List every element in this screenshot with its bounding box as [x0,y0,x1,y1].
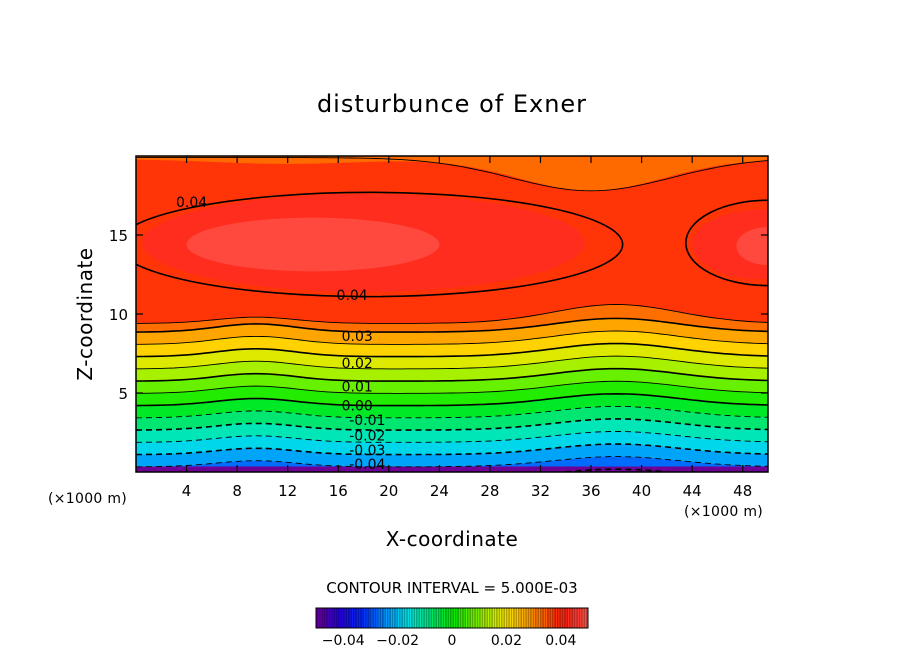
x-tick: 12 [278,156,297,500]
x-tick: 28 [480,156,499,500]
contour-line--0.040 [136,494,768,503]
contour-line--0.010 [136,418,768,431]
y-axis-title: Z-coordinate [73,247,97,380]
band--0.050 [136,466,768,472]
contour-line-0.035 [136,304,768,324]
contour-label: 0.04 [337,288,368,304]
contour-line-0.005 [136,380,768,394]
contour-label-text: 0.04 [176,195,207,211]
contour-line-0.035-top [136,157,768,192]
contour-lines [136,157,768,516]
band-lobe-2 [186,217,440,272]
contour-label-text: 0.03 [342,329,373,345]
contour-label-text: 0.00 [342,399,373,415]
y-tick: 15 [109,227,768,245]
contour-label: -0.02 [349,429,385,445]
contour-label-text: -0.02 [349,429,385,445]
colorbar-ticks: −0.04 −0.02 0 0.02 0.04 [322,633,577,649]
x-tick: 48 [733,156,752,500]
contour-interval-text: CONTOUR INTERVAL = 5.000E-03 [326,579,577,597]
x-tick: 4 [182,156,192,500]
contour-line-0.040-0 [136,191,624,298]
y-tick: 10 [109,306,768,324]
colorbar-tick-label: −0.02 [376,633,419,649]
colorbar-tick-label: 0 [448,633,457,649]
chart-title: disturbunce of Exner [317,90,587,118]
x-tick-label: 44 [683,482,702,500]
x-tick: 20 [379,156,398,500]
x-tick: 16 [329,156,348,500]
x-tick-label: 40 [632,482,651,500]
contour-label: 0.02 [342,356,373,372]
contour-line-0.030 [136,317,768,333]
contour-line--0.045 [136,507,768,516]
band--0.040 [136,472,768,504]
y-ticks: 5 10 15 [109,227,768,403]
x-unit-label-left: (×1000 m) [48,491,127,507]
band-lobe-1 [692,209,768,280]
x-tick-label: 24 [430,482,449,500]
x-tick: 44 [683,156,702,500]
colorbar-tick-label: 0.04 [545,633,576,649]
contour-line--0.035 [136,482,768,492]
x-tick: 40 [632,156,651,500]
contour-label: 0.01 [342,380,373,396]
colorbar [315,607,589,629]
band-top [136,156,768,191]
colorbar-tick-label: −0.04 [322,633,365,649]
y-tick-label: 10 [109,306,128,324]
contour-line-0.010 [136,367,768,382]
contour-line-0.025 [136,330,768,345]
x-tick-label: 20 [379,482,398,500]
contour-labels: 0.04 0.04 0.03 0.02 0.01 0.00-0.01-0.02-0.03-… [176,195,385,473]
x-ticks: 4 8 12 16 20 24 28 32 36 40 44 48 [182,156,752,500]
x-tick-label: 16 [329,482,348,500]
contour-line--0.015 [136,431,768,443]
contour-label: 0.04 [176,195,207,211]
x-tick-label: 48 [733,482,752,500]
x-tick: 36 [581,156,601,500]
y-tick-label: 15 [109,227,128,245]
x-tick-label: 36 [581,482,600,500]
x-tick: 8 [232,156,242,500]
band--0.035 [136,472,768,491]
x-tick-label: 8 [232,482,242,500]
band-lobe-3 [736,227,768,266]
y-tick-label: 5 [118,385,128,403]
contour-line--0.005 [136,405,768,419]
contour-label: -0.04 [349,457,385,473]
colorbar-tick-label: 0.02 [491,633,522,649]
x-axis-title: X-coordinate [386,527,519,551]
x-tick-label: 12 [278,482,297,500]
band--0.045 [136,472,768,516]
contour-label-text: -0.03 [349,443,385,459]
contour-label: 0.03 [342,329,373,345]
contour-label-text: 0.01 [342,380,373,396]
contour-label-text: -0.01 [349,413,385,429]
contour-line-0.015 [136,355,768,370]
contour-label: 0.00 [342,399,373,415]
x-tick-label: 28 [480,482,499,500]
colorbar-frame [315,607,589,629]
contour-label-text: 0.04 [337,288,368,304]
y-tick: 5 [118,385,768,403]
contour-line--0.025 [136,456,768,468]
contour-label-text: 0.02 [342,356,373,372]
contour-line--0.020 [136,443,768,456]
contour-label: -0.01 [349,413,385,429]
contour-line-0.020 [136,342,768,358]
contour-line-0.000 [136,392,768,407]
x-tick: 32 [531,156,550,500]
x-tick: 24 [430,156,449,500]
contour-label-text: -0.04 [349,457,385,473]
x-tick-label: 4 [182,482,192,500]
filled-contour-bands [136,156,768,516]
x-unit-label-right: (×1000 m) [684,504,763,520]
contour-label: -0.03 [349,443,385,459]
x-tick-label: 32 [531,482,550,500]
